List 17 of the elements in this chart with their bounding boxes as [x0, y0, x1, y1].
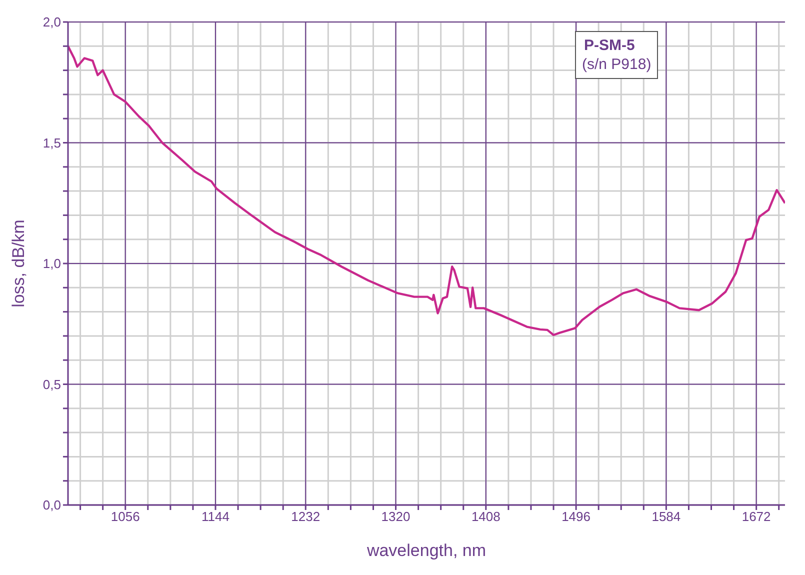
y-tick-label: 2,0 [42, 14, 61, 30]
annotation: P-SM-5 [584, 36, 636, 55]
x-tick-label: 1320 [381, 509, 410, 524]
y-tick-label: 1,0 [42, 256, 61, 272]
x-tick-label: 1496 [562, 509, 591, 524]
x-tick-label: 1056 [110, 509, 140, 524]
x-tick-label: 1232 [291, 509, 320, 524]
x-axis-title: wavelength, nm [366, 541, 486, 560]
x-tick-label: 1144 [202, 509, 230, 524]
annotation: (s/n P918) [582, 55, 652, 74]
y-axis-title: loss, dB/km [9, 220, 28, 308]
y-tick-label: 0,5 [42, 376, 61, 392]
x-tick-label: 1408 [471, 509, 500, 524]
y-tick-label: 0,0 [42, 498, 61, 513]
x-tick-label: 1584 [652, 509, 681, 524]
x-tick-label: 1672 [742, 509, 771, 524]
y-tick-label: 1,5 [42, 135, 61, 150]
